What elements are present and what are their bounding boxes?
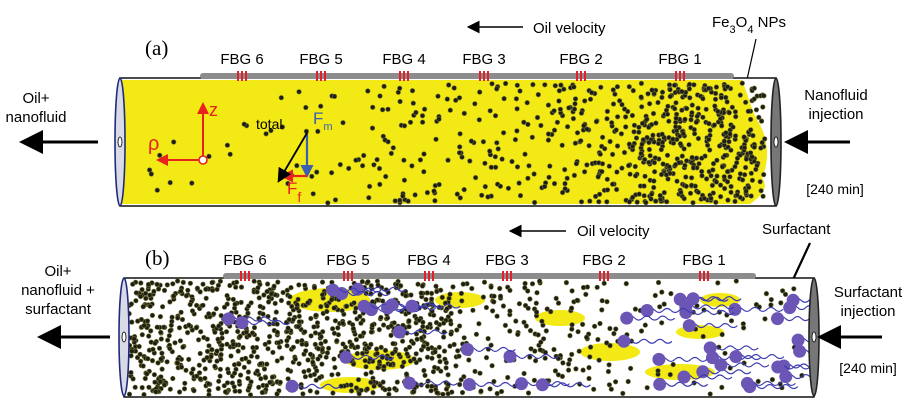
fbg-sensors-a: FBG 6 FBG 5 FBG 4 FBG 3	[220, 51, 702, 81]
particles-b	[126, 278, 814, 397]
fbg-sensor: FBG 5	[299, 51, 343, 81]
fbg-label: FBG 3	[462, 51, 505, 68]
fbg-label: FBG 1	[682, 252, 725, 269]
fbg-label: FBG 5	[299, 51, 342, 68]
fbg-grating-icon	[424, 271, 434, 281]
fbg-grating-icon	[399, 71, 409, 81]
fbg-sensor: FBG 6	[220, 51, 264, 81]
magnetic-force-label: Fm	[313, 109, 333, 133]
inlet-label-a: Nanofluid injection	[804, 87, 867, 123]
fbg-sensor: FBG 1	[658, 51, 702, 81]
inlet-port-b	[811, 331, 817, 343]
time-label-a: [240 min]	[806, 181, 864, 197]
total-force-label: total	[256, 116, 282, 132]
fbg-sensor: FBG 4	[407, 252, 451, 281]
inlet-label-b: Surfactant injection	[834, 284, 903, 320]
fbg-label: FBG 5	[326, 252, 369, 269]
surfactant-label: Surfactant	[762, 221, 831, 238]
total-force-arrow	[277, 132, 308, 183]
fbg-label: FBG 2	[582, 252, 625, 269]
inlet-port-a	[773, 136, 779, 148]
fbg-sensor: FBG 2	[582, 252, 626, 281]
fbg-label: FBG 3	[485, 252, 528, 269]
panel-a: (a) Oil velocity Fe3O4 NPs FBG 6	[6, 14, 868, 207]
fbg-grating-icon	[599, 271, 609, 281]
fbg-grating-icon	[316, 71, 326, 81]
fbg-grating-icon	[675, 71, 685, 81]
fbg-sensor: FBG 3	[485, 252, 529, 281]
outlet-port-b	[121, 331, 127, 343]
oil-velocity-label-a: Oil velocity	[533, 20, 606, 37]
outlet-port-a	[117, 136, 123, 148]
optical-fiber-a	[200, 73, 734, 79]
time-label-b: [240 min]	[839, 360, 897, 376]
fbg-sensor: FBG 1	[682, 252, 726, 281]
fbg-label: FBG 1	[658, 51, 701, 68]
fbg-sensor: FBG 3	[462, 51, 506, 81]
fbg-grating-icon	[479, 71, 489, 81]
fbg-grating-icon	[240, 271, 250, 281]
fbg-sensor: FBG 5	[326, 252, 370, 281]
fbg-label: FBG 4	[407, 252, 450, 269]
axis-origin	[198, 155, 208, 165]
nanoparticle-label: Fe3O4 NPs	[712, 14, 786, 36]
outlet-label-b: Oil+ nanofluid + surfactant	[21, 263, 95, 318]
fbg-sensor: FBG 2	[559, 51, 603, 81]
fbg-label: FBG 6	[220, 51, 263, 68]
oil-velocity-label-b: Oil velocity	[577, 223, 650, 240]
outlet-label-a: Oil+ nanofluid	[6, 90, 67, 126]
fbg-label: FBG 4	[382, 51, 425, 68]
z-axis-label: z	[209, 100, 218, 120]
fbg-grating-icon	[502, 271, 512, 281]
optical-fiber-b	[223, 273, 756, 279]
panel-b-letter: (b)	[145, 246, 170, 270]
fbg-label: FBG 2	[559, 51, 602, 68]
fbg-sensor: FBG 4	[382, 51, 426, 81]
fbg-label: FBG 6	[223, 252, 266, 269]
fluid-force-label: Ff	[287, 179, 301, 205]
panel-b: (b) Oil velocity Surfactant FBG 6 FBG 5	[21, 221, 903, 398]
coordinate-axes: z ρ	[148, 100, 218, 166]
force-diagram: total Fm Ff	[256, 109, 333, 205]
fbg-grating-icon	[699, 271, 709, 281]
panel-a-letter: (a)	[145, 36, 168, 60]
fbg-sensors-b: FBG 6 FBG 5 FBG 4 FBG 3	[223, 252, 726, 281]
fbg-grating-icon	[576, 71, 586, 81]
fbg-sensor: FBG 6	[223, 252, 267, 281]
fbg-grating-icon	[237, 71, 247, 81]
fbg-grating-icon	[343, 271, 353, 281]
particles-a	[147, 80, 768, 206]
rho-axis-label: ρ	[148, 133, 159, 155]
